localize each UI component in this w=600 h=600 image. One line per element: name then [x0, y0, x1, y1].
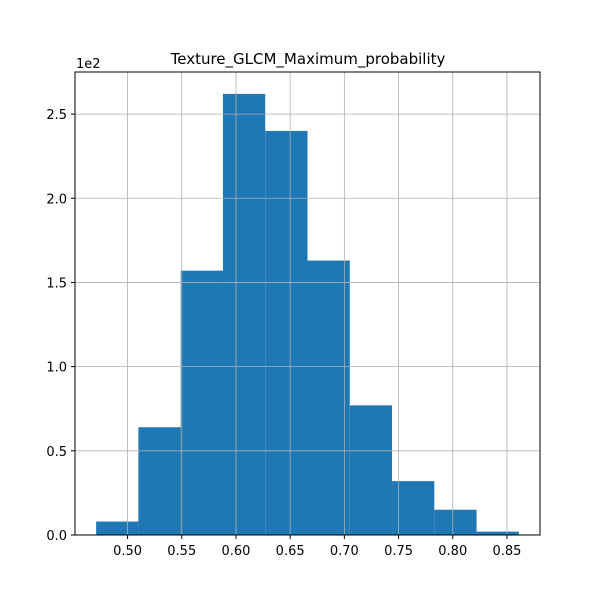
histogram-bar — [265, 131, 307, 535]
x-tick-label: 0.75 — [384, 544, 413, 559]
histogram-bar — [223, 94, 265, 535]
x-axis: 0.50 0.55 0.60 0.65 0.70 0.75 0.80 0.85 — [113, 535, 521, 559]
histogram-bar — [96, 522, 138, 535]
y-tick-label: 2.5 — [46, 108, 67, 123]
y-tick-label: 1.0 — [46, 361, 67, 376]
x-tick-label: 0.60 — [221, 544, 250, 559]
x-tick-label: 0.80 — [438, 544, 467, 559]
histogram-bar — [308, 261, 350, 535]
y-tick-label: 0.5 — [46, 445, 67, 460]
histogram-bar — [181, 271, 223, 535]
x-tick-label: 0.50 — [113, 544, 142, 559]
chart-title: Texture_GLCM_Maximum_probability — [170, 50, 446, 69]
histogram-bar — [138, 427, 180, 535]
y-axis: 0.0 0.5 1.0 1.5 2.0 2.5 — [46, 108, 75, 544]
x-tick-label: 0.70 — [330, 544, 359, 559]
histogram-bar — [350, 405, 392, 535]
x-tick-label: 0.85 — [492, 544, 521, 559]
y-tick-label: 0.0 — [46, 529, 67, 544]
histogram-bar — [477, 532, 519, 535]
x-tick-label: 0.55 — [167, 544, 196, 559]
histogram-bar — [434, 510, 476, 535]
y-tick-label: 2.0 — [46, 192, 67, 207]
y-tick-label: 1.5 — [46, 276, 67, 291]
y-axis-offset-label: 1e2 — [76, 57, 101, 72]
bars-layer — [96, 94, 519, 535]
x-tick-label: 0.65 — [276, 544, 305, 559]
